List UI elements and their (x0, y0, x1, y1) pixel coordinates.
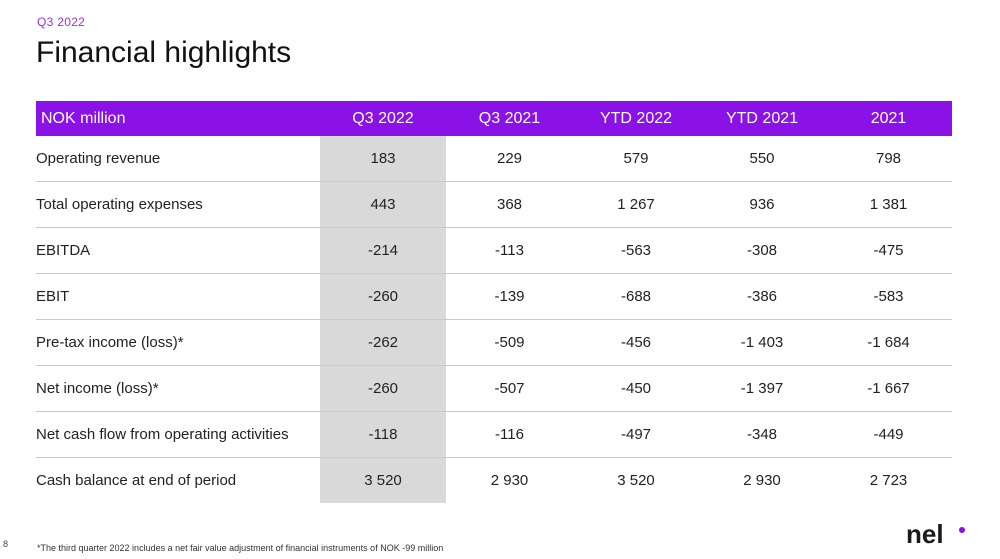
table-header-row: NOK million Q3 2022 Q3 2021 YTD 2022 YTD… (36, 101, 952, 136)
table-cell: -308 (699, 227, 825, 274)
table-cell: -1 403 (699, 319, 825, 366)
table-cell: -260 (320, 273, 446, 320)
logo-text: nel (906, 521, 944, 549)
column-header: Q3 2022 (320, 101, 446, 136)
table-cell: -449 (825, 411, 952, 458)
column-header: 2021 (825, 101, 952, 136)
table-cell: -497 (573, 411, 699, 458)
footnote: *The third quarter 2022 includes a net f… (37, 543, 444, 553)
table-cell: 183 (320, 136, 446, 182)
table-cell: -139 (446, 273, 573, 320)
table-cell: -688 (573, 273, 699, 320)
table-cell: -563 (573, 227, 699, 274)
table-row: Pre-tax income (loss)* -262 -509 -456 -1… (36, 319, 952, 366)
table-cell: -1 684 (825, 319, 952, 366)
row-label: EBIT (36, 273, 320, 320)
table-cell: -214 (320, 227, 446, 274)
table-cell: -450 (573, 365, 699, 412)
table-cell: -386 (699, 273, 825, 320)
column-header: Q3 2021 (446, 101, 573, 136)
table-cell: 2 930 (743, 472, 781, 489)
table-cell: -456 (573, 319, 699, 366)
table-cell: 1 267 (573, 181, 699, 228)
table-cell: 229 (446, 136, 573, 182)
row-label: Net cash flow from operating activities (36, 411, 320, 458)
page-title: Financial highlights (36, 36, 292, 69)
table-cell: 2 930 (490, 472, 529, 489)
table-cell: 3 520 (617, 472, 655, 489)
table-cell: 579 (573, 136, 699, 182)
row-label: Total operating expenses (36, 181, 320, 228)
table-cell: -475 (825, 227, 952, 274)
table-cell: -583 (825, 273, 952, 320)
table-cell: 368 (446, 181, 573, 228)
page-number: 8 (3, 539, 9, 549)
table-cell: -116 (446, 411, 573, 458)
row-label: Cash balance at end of period (36, 472, 237, 489)
table-cell: 443 (320, 181, 446, 228)
table-cell: -113 (446, 227, 573, 274)
row-label: EBITDA (36, 227, 320, 274)
table-cell: -118 (320, 411, 446, 458)
column-header: YTD 2021 (699, 101, 825, 136)
column-header: YTD 2022 (573, 101, 699, 136)
column-header: NOK million (36, 101, 320, 136)
table-cell: -509 (446, 319, 573, 366)
table-row: Net income (loss)* -260 -507 -450 -1 397… (36, 365, 952, 412)
table-cell: 550 (699, 136, 825, 182)
table-cell: 1 381 (825, 181, 952, 228)
table-cell: 3 520 (320, 457, 446, 503)
table-cell: -348 (699, 411, 825, 458)
table-cell: 798 (825, 136, 952, 182)
table-row: Total operating expenses 443 368 1 267 9… (36, 181, 952, 228)
table-cell: -507 (446, 365, 573, 412)
table-row: EBIT -260 -139 -688 -386 -583 (36, 273, 952, 320)
table-row: Cash balance at end of period 3 520 2 93… (36, 457, 952, 503)
table-row: EBITDA -214 -113 -563 -308 -475 (36, 227, 952, 274)
table-row: Operating revenue 183 229 579 550 798 (36, 136, 952, 182)
row-label: Pre-tax income (loss)* (36, 319, 320, 366)
table-row: Net cash flow from operating activities … (36, 411, 952, 458)
table-cell: -262 (320, 319, 446, 366)
financial-highlights-table: NOK million Q3 2022 Q3 2021 YTD 2022 YTD… (36, 101, 952, 503)
row-label: Net income (loss)* (36, 365, 320, 412)
table-cell: 2 723 (869, 472, 908, 489)
table-cell: -1 667 (825, 365, 952, 412)
table-cell: -260 (320, 365, 446, 412)
section-kicker: Q3 2022 (37, 15, 86, 29)
table-cell: 936 (699, 181, 825, 228)
nel-logo: nel (906, 521, 965, 549)
row-label: Operating revenue (36, 136, 320, 182)
logo-dot (959, 527, 965, 533)
table-cell: -1 397 (699, 365, 825, 412)
